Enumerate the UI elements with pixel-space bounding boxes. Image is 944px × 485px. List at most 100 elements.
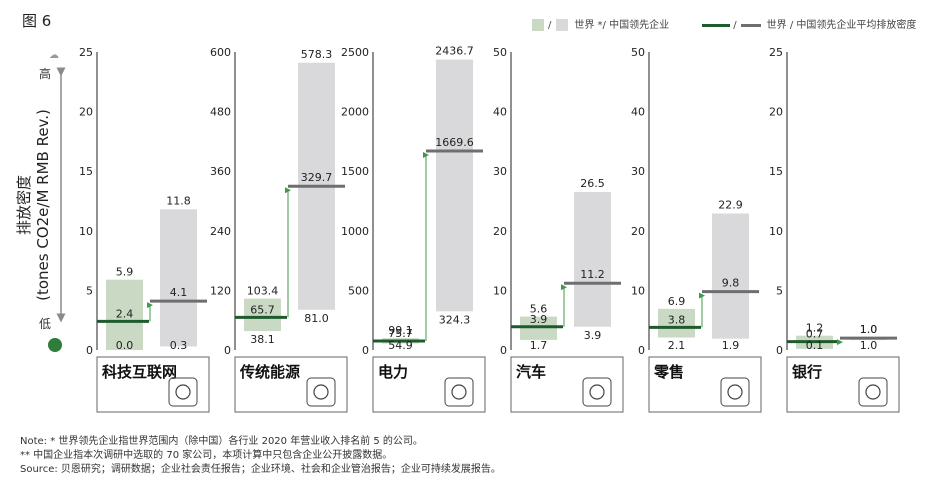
panel-4-world-bar bbox=[574, 192, 611, 327]
panel-6-tick-label: 25 bbox=[769, 46, 783, 59]
panel-1-sector-box bbox=[96, 356, 210, 413]
legend-china-bar-swatch bbox=[532, 19, 544, 31]
panel-4-tick-label: 50 bbox=[493, 46, 507, 59]
panel-1-world-bar bbox=[160, 209, 197, 347]
high-low-indicator: ☁ 高 低 bbox=[39, 50, 66, 352]
panel-4-tick-label: 10 bbox=[493, 284, 507, 297]
legend-world-line-swatch bbox=[740, 23, 761, 27]
panel-6-china-high-label: 1.2 bbox=[806, 322, 824, 335]
car-icon-frame bbox=[582, 377, 612, 407]
legend-china-line-swatch bbox=[702, 23, 731, 27]
panel-5-sector-label: 零售 bbox=[653, 363, 684, 381]
low-label: 低 bbox=[39, 317, 51, 331]
panel-3-china-low-label: 54.9 bbox=[388, 339, 413, 352]
shopping-cart-icon-frame bbox=[720, 377, 750, 407]
panel-6-sector-box bbox=[786, 356, 900, 413]
panel-6-world-avg-label: 1.0 bbox=[860, 323, 878, 336]
panel-6-china-avg-label: 0.7 bbox=[806, 328, 824, 341]
factory-icon-frame bbox=[306, 377, 336, 407]
panel-3-china-high-label: 99.1 bbox=[388, 324, 413, 337]
panel-3-tick-label: 500 bbox=[348, 284, 369, 297]
panel-2-tick-label: 600 bbox=[210, 46, 231, 59]
shopping-cart-icon bbox=[720, 377, 750, 407]
factory-icon-mark bbox=[313, 384, 329, 400]
legend: / 世界 */ 中国领先企业 / 世界 / 中国领先企业平均排放密度 bbox=[532, 16, 916, 31]
panel-4-world-high-label: 26.5 bbox=[580, 177, 605, 190]
legend-line-label: 世界 / 中国领先企业平均排放密度 bbox=[766, 20, 917, 31]
panel-4-tick-label: 40 bbox=[493, 106, 507, 119]
panel-5-tick-label: 0 bbox=[638, 344, 645, 357]
panel-1-world-low-label: 0.3 bbox=[170, 339, 188, 352]
panel-2-tick-label: 480 bbox=[210, 106, 231, 119]
panel-6-tick-label: 20 bbox=[769, 106, 783, 119]
panel-1-china-bar bbox=[106, 279, 143, 350]
high-label: 高 bbox=[39, 66, 51, 81]
panel-6-china-low-label: 0.1 bbox=[806, 339, 824, 352]
panel-4-sector-box bbox=[510, 356, 624, 413]
panel-5-tick-label: 10 bbox=[631, 284, 645, 297]
panel-5-world-high-label: 22.9 bbox=[718, 199, 743, 212]
panel-2-china-bar bbox=[244, 298, 281, 332]
panel-2-tick-label: 360 bbox=[210, 165, 231, 178]
panel-6-tick-label: 15 bbox=[769, 165, 783, 178]
panel-1-sector-label: 科技互联网 bbox=[102, 363, 177, 381]
panel-2-china-high-label: 103.4 bbox=[247, 285, 279, 298]
panel-3-world-low-label: 324.3 bbox=[439, 313, 471, 326]
recycle-power-icon-frame bbox=[444, 377, 474, 407]
leaf-icon bbox=[48, 338, 62, 352]
note-line-1: Note: * 世界领先企业指世界范围内（除中国）各行业 2020 年营业收入排… bbox=[20, 436, 423, 447]
panel-5-sector-box bbox=[648, 356, 762, 413]
panel-2-china-low-label: 38.1 bbox=[250, 333, 275, 346]
panel-3-china-avg-label: 75.7 bbox=[388, 327, 413, 340]
panel-6-sector-label: 银行 bbox=[792, 363, 822, 381]
panel-4-china-avg-label: 3.9 bbox=[530, 313, 548, 326]
tech-network-icon-mark bbox=[175, 384, 191, 400]
panel-6-tick-label: 10 bbox=[769, 225, 783, 238]
panel-5-tick-label: 50 bbox=[631, 46, 645, 59]
car-icon-mark bbox=[589, 384, 605, 400]
tech-network-icon bbox=[168, 377, 198, 407]
panel-1-tick-label: 15 bbox=[79, 165, 93, 178]
recycle-power-icon bbox=[444, 377, 474, 407]
figure-label: 图 6 bbox=[22, 12, 52, 30]
panel-2-china-avg-label: 65.7 bbox=[250, 303, 275, 316]
panel-5-tick-label: 20 bbox=[631, 225, 645, 238]
bank-icon bbox=[858, 377, 888, 407]
panel-3-sector-label: 电力 bbox=[378, 363, 408, 381]
panel-3-tick-label: 0 bbox=[362, 344, 369, 357]
panel-1-world-high-label: 11.8 bbox=[166, 194, 191, 207]
panel-5-world-avg-label: 9.8 bbox=[722, 277, 740, 290]
bank-icon-frame bbox=[858, 377, 888, 407]
legend-bar-label: 世界 */ 中国领先企业 bbox=[574, 20, 670, 31]
panel-2-world-avg-label: 329.7 bbox=[301, 171, 333, 184]
panel-1-tick-label: 25 bbox=[79, 46, 93, 59]
recycle-power-icon-mark bbox=[451, 384, 467, 400]
panel-5-china-high-label: 6.9 bbox=[668, 295, 686, 308]
panel-4-tick-label: 30 bbox=[493, 165, 507, 178]
panel-3-tick-label: 1500 bbox=[341, 165, 369, 178]
panel-3-tick-label: 1000 bbox=[341, 225, 369, 238]
panel-3-world-avg-label: 1669.6 bbox=[435, 136, 474, 149]
panel-1-world-avg-label: 4.1 bbox=[170, 286, 188, 299]
panel-4-china-high-label: 5.6 bbox=[530, 303, 548, 316]
panel-4-sector-label: 汽车 bbox=[516, 363, 546, 381]
panel-2-tick-label: 0 bbox=[224, 344, 231, 357]
panel-2-sector-box bbox=[234, 356, 348, 413]
panel-1-china-low-label: 0.0 bbox=[116, 339, 134, 352]
panel-2-tick-label: 120 bbox=[210, 284, 231, 297]
panel-3-tick-label: 2000 bbox=[341, 106, 369, 119]
panel-3-sector-box bbox=[372, 356, 486, 413]
panel-5-china-avg-label: 3.8 bbox=[668, 313, 686, 326]
shopping-cart-icon-mark bbox=[727, 384, 743, 400]
panel-6-world-high-label: 1.0 bbox=[860, 323, 878, 336]
panel-4-world-avg-label: 11.2 bbox=[580, 268, 605, 281]
panel-5-china-bar bbox=[658, 308, 695, 338]
panel-4-tick-label: 20 bbox=[493, 225, 507, 238]
bank-icon-mark bbox=[865, 384, 881, 400]
panel-5-tick-label: 30 bbox=[631, 165, 645, 178]
note-line-3: Source: 贝恩研究；调研数据；企业社会责任报告；企业环境、社会和企业管治报… bbox=[20, 464, 501, 475]
panel-3-world-bar bbox=[436, 59, 473, 312]
panel-6-tick-label: 5 bbox=[776, 284, 783, 297]
panel-2-world-high-label: 578.3 bbox=[301, 48, 333, 61]
